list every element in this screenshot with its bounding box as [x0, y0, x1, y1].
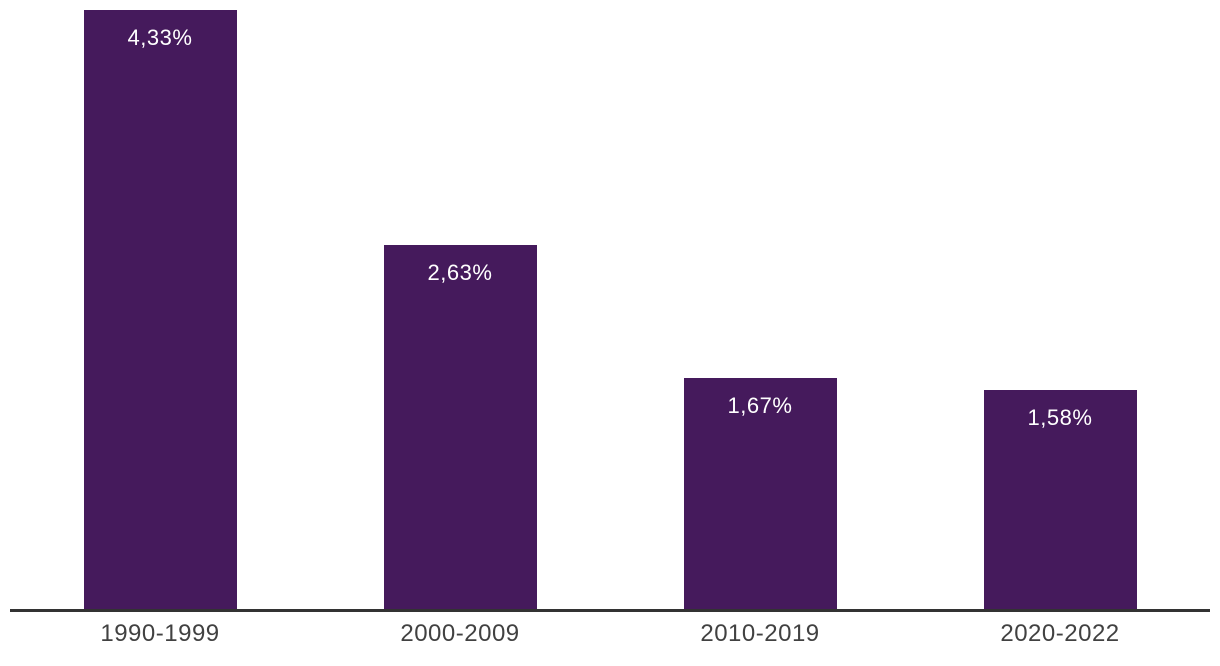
- x-axis-line: [10, 609, 1210, 612]
- category-label: 1990-1999: [100, 620, 220, 647]
- bar-value-label: 4,33%: [127, 25, 193, 50]
- bar-2020-2022: 1,58%: [983, 390, 1137, 609]
- category-label: 2010-2019: [700, 620, 820, 647]
- bar-value-label: 1,58%: [1027, 405, 1093, 430]
- bar-value-label: 2,63%: [427, 260, 493, 285]
- bar-1990-1999: 4,33%: [83, 10, 237, 609]
- bar-2010-2019: 1,67%: [683, 378, 837, 609]
- category-label: 2020-2022: [1000, 620, 1120, 647]
- bar-2000-2009: 2,63%: [383, 245, 537, 609]
- bar-value-label: 1,67%: [727, 393, 793, 418]
- category-label: 2000-2009: [400, 620, 520, 647]
